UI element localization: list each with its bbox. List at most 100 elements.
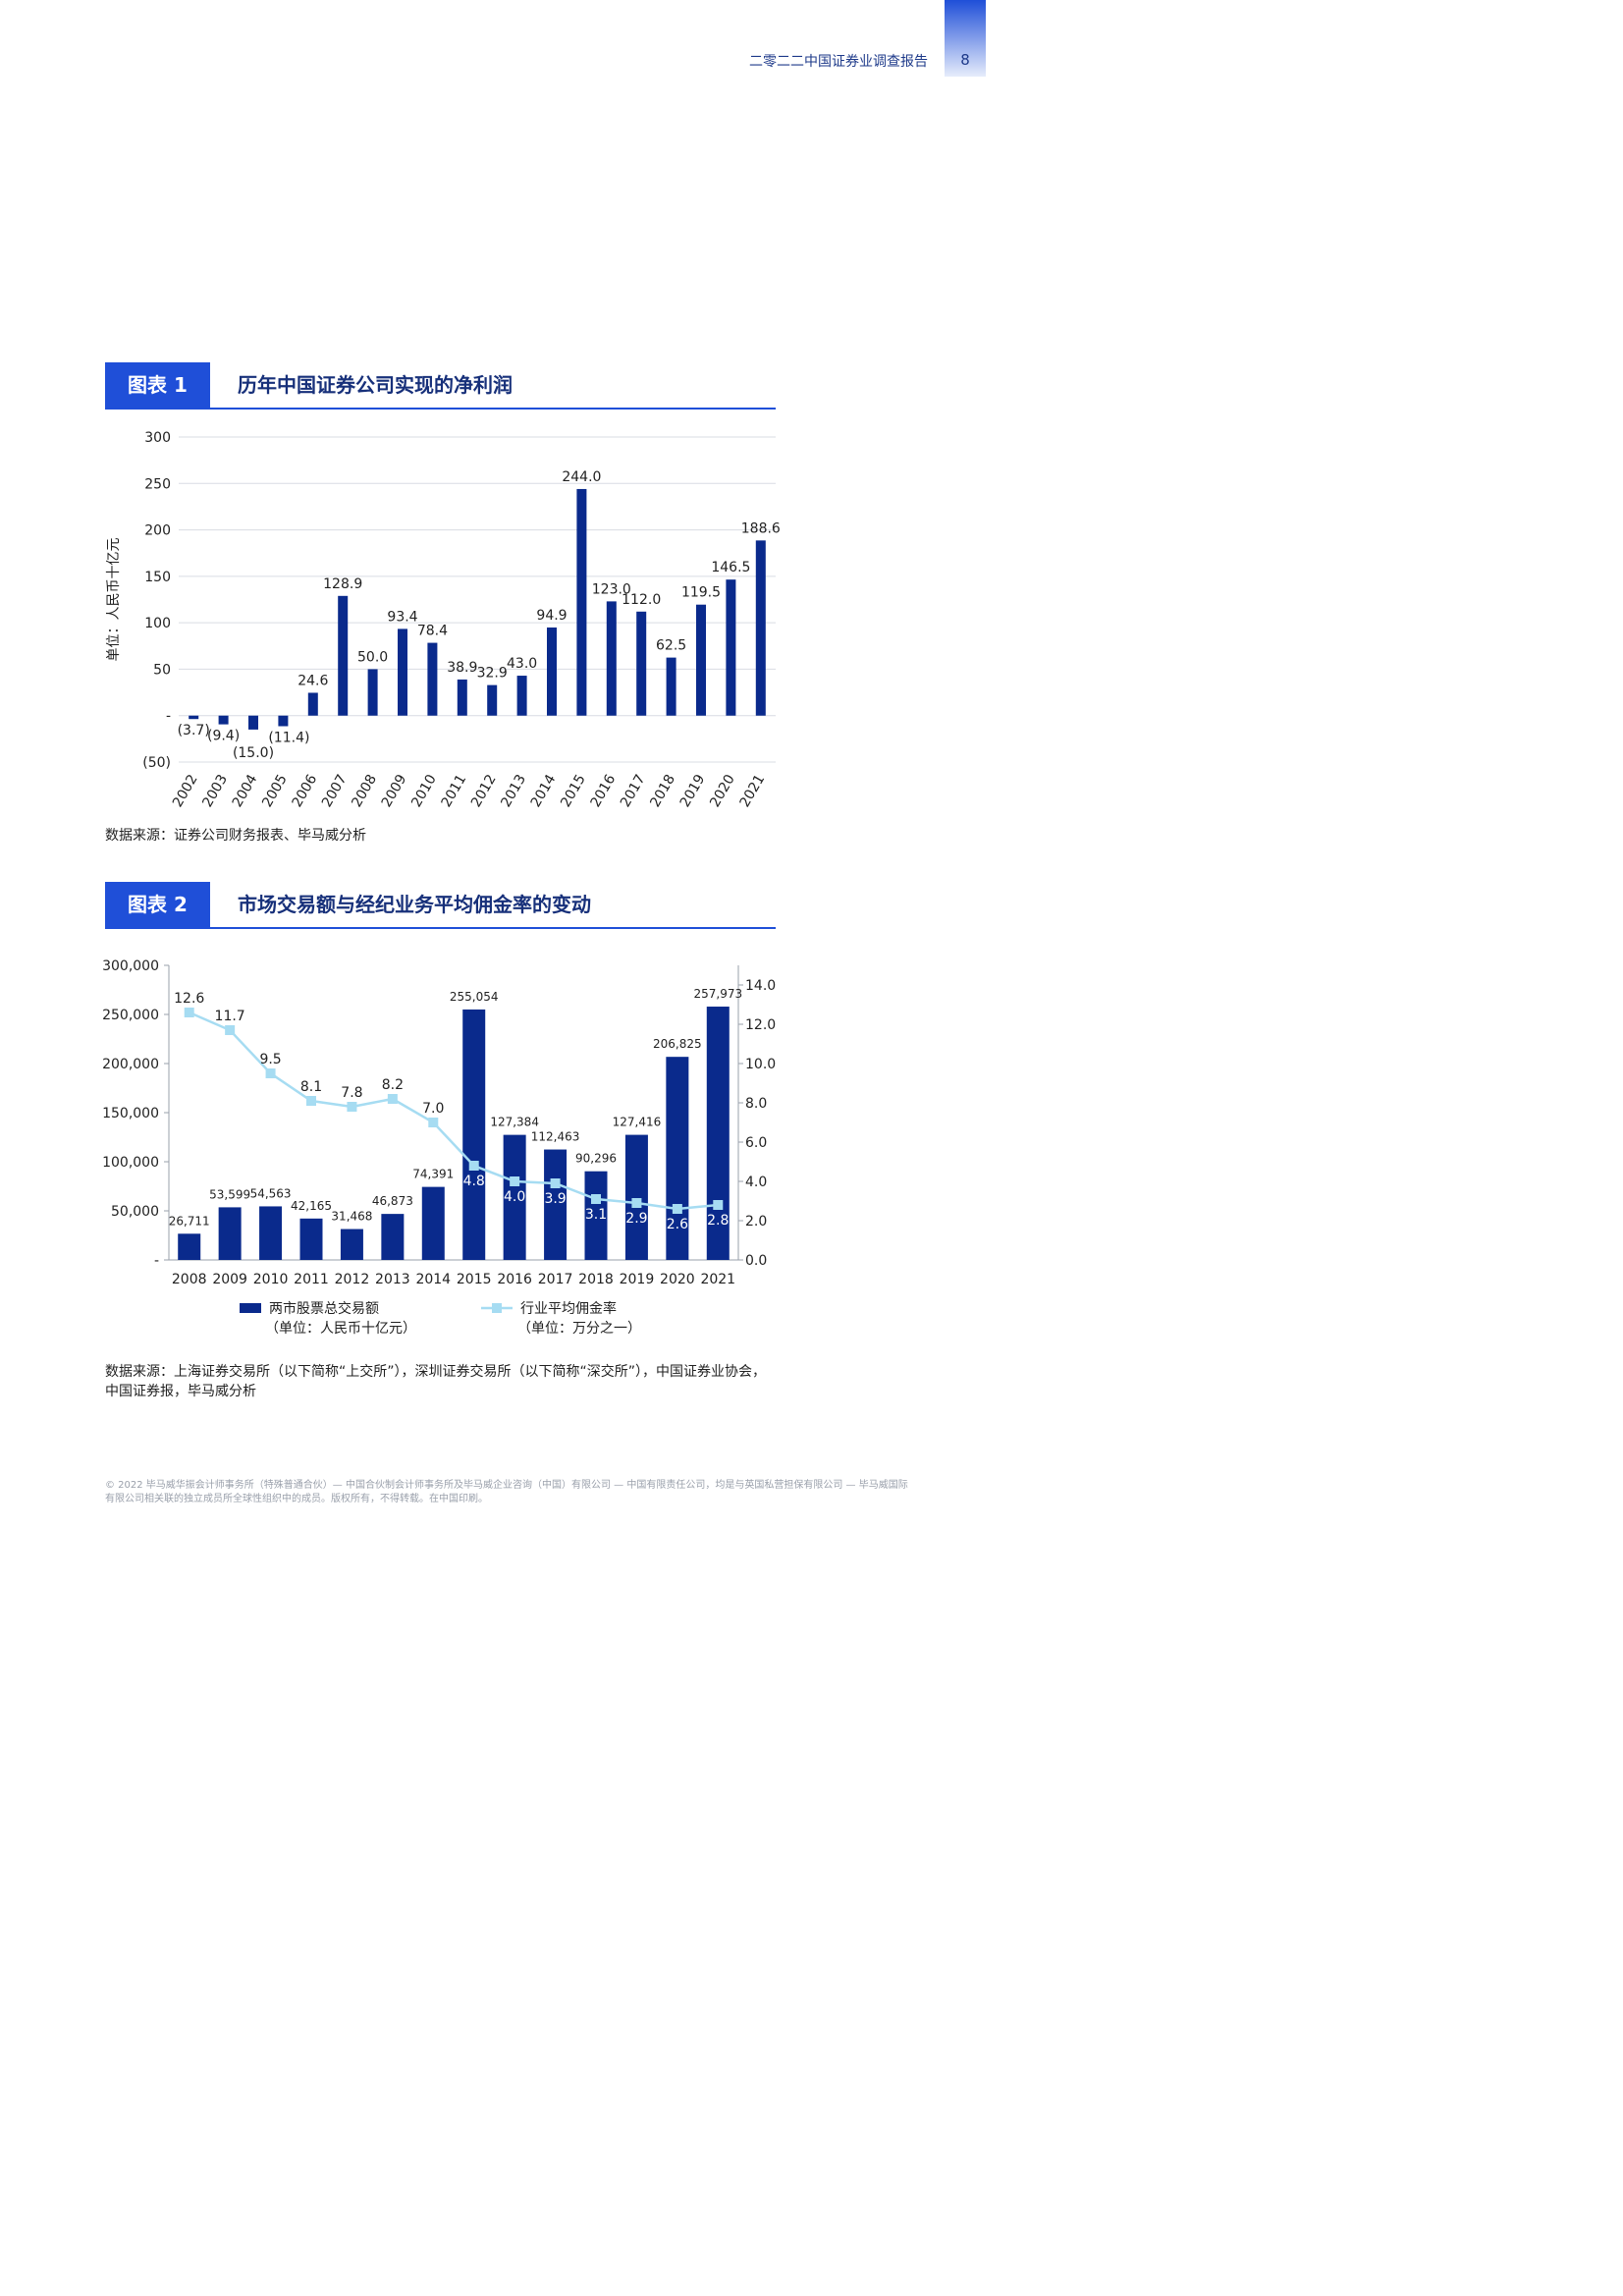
commission-rate-line bbox=[189, 1011, 719, 1211]
data-label: 24.6 bbox=[298, 673, 328, 688]
turnover-bar bbox=[503, 1134, 526, 1260]
data-label: 146.5 bbox=[711, 560, 750, 575]
bar bbox=[457, 679, 467, 716]
figure2-header: 图表 2 市场交易额与经纪业务平均佣金率的变动 bbox=[105, 882, 776, 929]
bar bbox=[338, 595, 349, 716]
figure2-source-line2: 中国证券报，毕马威分析 bbox=[105, 1384, 256, 1399]
turnover-bar bbox=[706, 1007, 730, 1260]
x-tick-label: 2020 bbox=[660, 1272, 695, 1287]
x-tick-label: 2011 bbox=[294, 1272, 329, 1287]
right-tick-label: 12.0 bbox=[745, 1017, 776, 1033]
data-label: (9.4) bbox=[207, 729, 240, 744]
x-tick-label: 2017 bbox=[538, 1272, 573, 1287]
data-label: 93.4 bbox=[387, 609, 417, 625]
data-label: (3.7) bbox=[178, 723, 210, 738]
turnover-bar bbox=[299, 1218, 323, 1260]
commission-rate-marker bbox=[184, 1008, 194, 1017]
commission-rate-marker bbox=[265, 1068, 276, 1078]
turnover-label: 127,384 bbox=[490, 1116, 539, 1129]
left-tick-label: 200,000 bbox=[102, 1057, 159, 1072]
data-label: 123.0 bbox=[592, 581, 631, 597]
x-tick-label: 2019 bbox=[620, 1272, 655, 1287]
bar bbox=[547, 627, 557, 716]
bar bbox=[367, 669, 378, 716]
x-tick-label: 2019 bbox=[677, 772, 709, 810]
right-tick-label: 6.0 bbox=[745, 1135, 767, 1151]
figure2-source: 数据来源：上海证券交易所（以下简称“上交所”），深圳证券交易所（以下简称“深交所… bbox=[105, 1362, 766, 1401]
left-tick-label: 300,000 bbox=[102, 958, 159, 974]
bar bbox=[726, 579, 736, 716]
legend-bar-unit: （单位：人民币十亿元） bbox=[265, 1321, 416, 1337]
right-tick-label: 2.0 bbox=[745, 1214, 767, 1230]
bar bbox=[248, 715, 258, 730]
turnover-bar bbox=[259, 1206, 283, 1260]
commission-rate-label: 2.9 bbox=[625, 1211, 647, 1227]
commission-rate-label: 11.7 bbox=[215, 1009, 245, 1024]
commission-rate-marker bbox=[713, 1200, 724, 1210]
legend-line-marker bbox=[492, 1303, 502, 1313]
bar bbox=[278, 715, 289, 727]
commission-rate-marker bbox=[428, 1118, 439, 1127]
x-tick-label: 2012 bbox=[468, 772, 500, 810]
commission-rate-marker bbox=[510, 1176, 520, 1186]
commission-rate-marker bbox=[468, 1161, 479, 1171]
commission-rate-marker bbox=[672, 1204, 682, 1214]
commission-rate-label: 2.8 bbox=[707, 1213, 729, 1229]
x-tick-label: 2021 bbox=[737, 772, 769, 810]
figure1-title: 历年中国证券公司实现的净利润 bbox=[238, 373, 513, 397]
bar bbox=[307, 692, 318, 716]
right-tick-label: 14.0 bbox=[745, 978, 776, 994]
bar bbox=[398, 629, 407, 716]
x-tick-label: 2011 bbox=[439, 772, 470, 810]
bar bbox=[189, 715, 199, 720]
y-tick-label: (50) bbox=[142, 755, 171, 771]
bar bbox=[516, 676, 527, 716]
left-tick-label: 50,000 bbox=[111, 1204, 159, 1220]
commission-rate-marker bbox=[591, 1194, 601, 1204]
commission-rate-label: 9.5 bbox=[259, 1052, 281, 1067]
turnover-bar bbox=[624, 1134, 648, 1260]
data-label: 94.9 bbox=[536, 608, 567, 624]
commission-rate-label: 8.1 bbox=[300, 1079, 322, 1095]
y-axis-label: 单位：人民币十亿元 bbox=[106, 538, 122, 662]
data-label: (15.0) bbox=[233, 745, 274, 761]
left-tick-label: 100,000 bbox=[102, 1155, 159, 1171]
data-label: 43.0 bbox=[507, 656, 537, 672]
copyright-footer: © 2022 毕马威华振会计师事务所（特殊普通合伙）— 中国合伙制会计师事务所及… bbox=[105, 1479, 989, 1506]
x-tick-label: 2021 bbox=[700, 1272, 735, 1287]
data-label: 112.0 bbox=[622, 592, 661, 608]
commission-rate-marker bbox=[631, 1198, 642, 1208]
turnover-label: 206,825 bbox=[653, 1037, 702, 1051]
right-tick-label: 4.0 bbox=[745, 1175, 767, 1190]
x-tick-label: 2009 bbox=[379, 772, 410, 810]
x-tick-label: 2014 bbox=[415, 1272, 451, 1287]
data-label: 38.9 bbox=[447, 660, 477, 676]
x-tick-label: 2010 bbox=[253, 1272, 289, 1287]
y-tick-label: 250 bbox=[144, 476, 171, 492]
commission-rate-label: 8.2 bbox=[382, 1077, 404, 1093]
commission-rate-label: 3.1 bbox=[585, 1207, 607, 1223]
x-tick-label: 2020 bbox=[707, 772, 738, 810]
x-tick-label: 2018 bbox=[578, 1272, 614, 1287]
commission-rate-marker bbox=[347, 1102, 357, 1112]
right-tick-label: 10.0 bbox=[745, 1057, 776, 1072]
y-tick-label: - bbox=[166, 709, 171, 725]
turnover-bar bbox=[584, 1171, 608, 1260]
commission-rate-marker bbox=[550, 1178, 561, 1188]
left-tick-label: 250,000 bbox=[102, 1008, 159, 1023]
page-tab-decoration bbox=[945, 0, 986, 77]
footer-line2: 有限公司相关联的独立成员所全球性组织中的成员。版权所有，不得转载。在中国印刷。 bbox=[105, 1494, 488, 1504]
turnover-label: 54,563 bbox=[250, 1186, 292, 1200]
legend-bar-label: 两市股票总交易额 bbox=[269, 1300, 379, 1317]
turnover-bar bbox=[381, 1214, 405, 1260]
commission-rate-label: 4.8 bbox=[463, 1174, 485, 1189]
data-label: 50.0 bbox=[357, 649, 388, 665]
turnover-label: 31,468 bbox=[331, 1210, 372, 1224]
turnover-label: 46,873 bbox=[372, 1194, 413, 1208]
commission-rate-marker bbox=[306, 1096, 316, 1106]
x-tick-label: 2005 bbox=[259, 772, 291, 810]
commission-rate-label: 2.6 bbox=[667, 1217, 688, 1232]
x-tick-label: 2009 bbox=[212, 1272, 247, 1287]
turnover-bar bbox=[544, 1149, 568, 1260]
x-tick-label: 2008 bbox=[172, 1272, 207, 1287]
